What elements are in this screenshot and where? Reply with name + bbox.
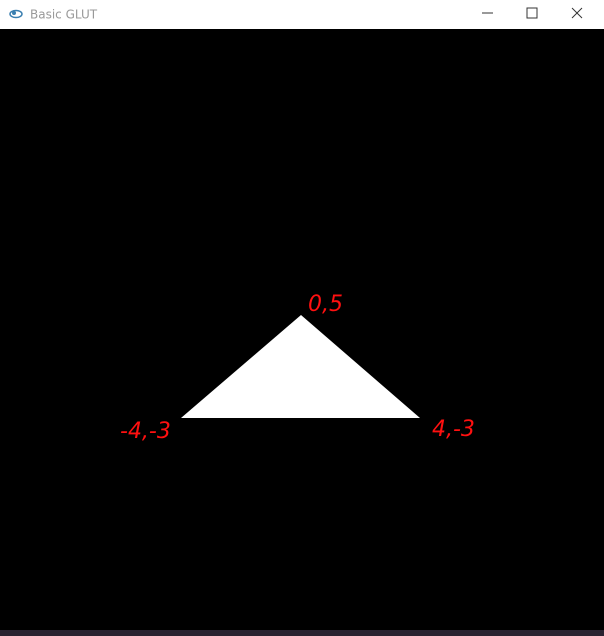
bottom-strip (0, 630, 604, 636)
maximize-button[interactable] (526, 7, 538, 19)
close-button[interactable] (571, 7, 583, 19)
window-title: Basic GLUT (30, 8, 98, 22)
title-bar (0, 0, 604, 29)
triangle (181, 315, 420, 418)
vertex-annotation: -4,-3 (120, 419, 171, 444)
vertex-annotation: 0,5 (308, 292, 343, 317)
vertex-annotation: 4,-3 (432, 417, 475, 442)
app-icon (9, 9, 23, 19)
